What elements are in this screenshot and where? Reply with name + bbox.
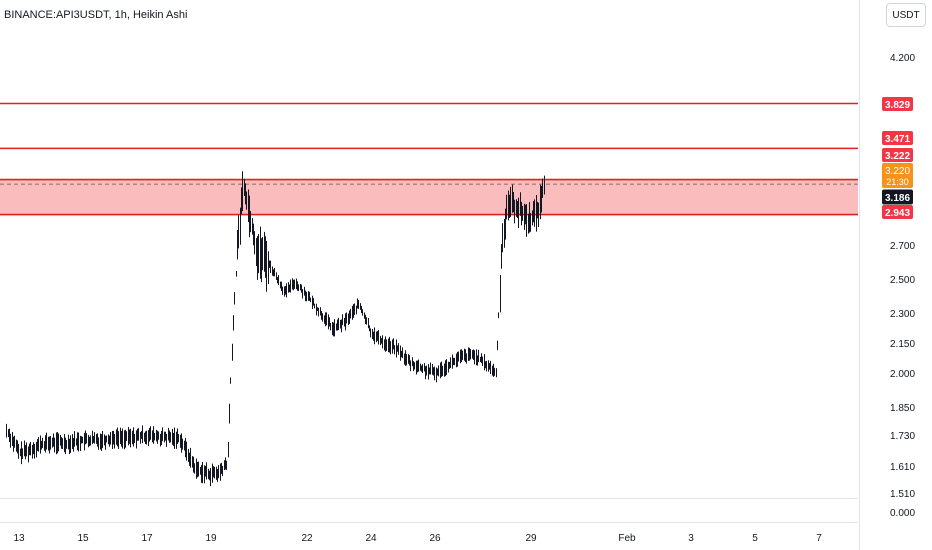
countdown-badge: 21:30 (886, 177, 909, 187)
price-tick-label: 1.850 (890, 403, 915, 414)
currency-button[interactable]: USDT (886, 3, 926, 27)
level-badge: 3.471 (885, 134, 910, 145)
level-badge: 3.222 (885, 151, 910, 162)
last-price-badge: 3.186 (885, 193, 910, 204)
time-tick-label: 24 (365, 533, 377, 544)
level-badge-background (882, 148, 913, 162)
price-tick-label: 2.500 (890, 275, 915, 286)
symbol-title: BINANCE:API3USDT, 1h, Heikin Ashi (4, 9, 188, 21)
level-badge-background (882, 131, 913, 145)
time-tick-label: 7 (816, 533, 822, 544)
time-tick-label: 17 (141, 533, 153, 544)
time-tick-label: 26 (429, 533, 441, 544)
level-badge-background (882, 97, 913, 111)
price-tick-label: 1.510 (890, 489, 915, 500)
price-tick-label: 2.300 (890, 309, 915, 320)
price-tick-label: 2.700 (890, 241, 915, 252)
time-tick-label: 15 (77, 533, 89, 544)
time-tick-label: Feb (618, 533, 636, 544)
price-tick-label: 4.200 (890, 53, 915, 64)
price-tick-label: 1.730 (890, 431, 915, 442)
time-tick-label: 22 (301, 533, 313, 544)
last-price-badge-background (882, 189, 913, 205)
time-tick-label: 5 (752, 533, 758, 544)
time-tick-label: 29 (525, 533, 537, 544)
time-tick-label: 13 (13, 533, 25, 544)
level-badge: 3.829 (885, 100, 910, 111)
time-tick-label: 3 (688, 533, 694, 544)
price-tick-label: 2.000 (890, 369, 915, 380)
support-zone (0, 179, 858, 215)
level-badge-background (882, 205, 913, 219)
price-tick-label: 0.000 (890, 508, 915, 519)
current-price-badge-background (882, 163, 913, 188)
time-tick-label: 19 (205, 533, 217, 544)
level-badge: 2.943 (885, 208, 910, 219)
price-tick-label: 1.610 (890, 462, 915, 473)
price-tick-label: 2.150 (890, 339, 915, 350)
current-price-badge: 3.220 (885, 166, 910, 177)
